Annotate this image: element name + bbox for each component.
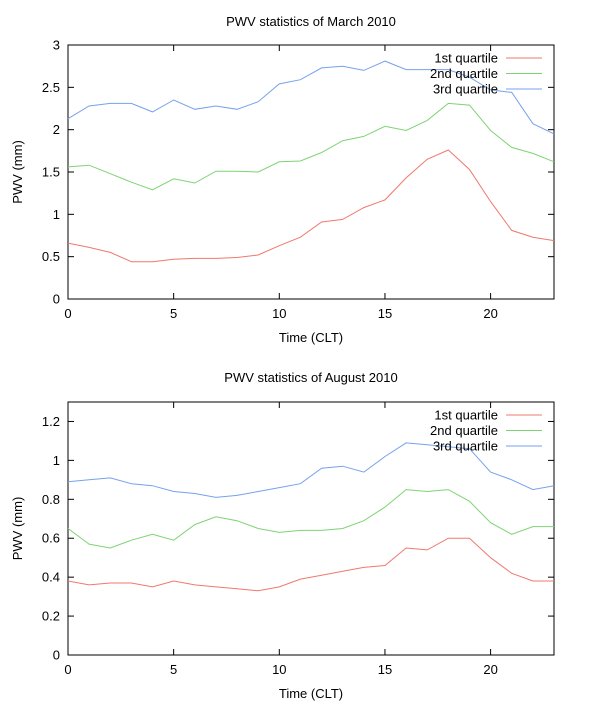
y-tick-label: 0.6 bbox=[42, 531, 60, 546]
x-tick-label: 0 bbox=[64, 662, 71, 677]
y-tick-label: 1 bbox=[53, 207, 60, 222]
series-line-2 bbox=[67, 102, 555, 191]
chart-title: PWV statistics of March 2010 bbox=[226, 14, 396, 29]
series-line-1 bbox=[67, 537, 554, 592]
legend-label: 3rd quartile bbox=[433, 82, 498, 97]
series-line-3 bbox=[67, 442, 555, 498]
y-tick-label: 3 bbox=[53, 38, 60, 53]
y-tick-label: 0.4 bbox=[42, 570, 60, 585]
y-tick-label: 0 bbox=[53, 292, 60, 307]
y-tick-label: 0.2 bbox=[42, 609, 60, 624]
y-tick-label: 0.5 bbox=[42, 249, 60, 264]
chart-panel-2: PWV statistics of August 2010 0 0.2 0.4 0.6 0… bbox=[10, 370, 555, 701]
chart-title: PWV statistics of August 2010 bbox=[224, 370, 397, 385]
x-tick-label: 15 bbox=[378, 662, 392, 677]
x-tick-label: 0 bbox=[64, 306, 71, 321]
x-tick-label: 15 bbox=[378, 306, 392, 321]
legend-label: 2nd quartile bbox=[430, 423, 498, 438]
legend-label: 1st quartile bbox=[434, 51, 498, 66]
legend-label: 3rd quartile bbox=[433, 439, 498, 454]
legend-label: 2nd quartile bbox=[430, 66, 498, 81]
y-tick-label: 0.8 bbox=[42, 492, 60, 507]
legend-label: 1st quartile bbox=[434, 408, 498, 423]
series-line-2 bbox=[67, 489, 554, 549]
x-tick-label: 10 bbox=[272, 306, 286, 321]
y-tick-label: 0 bbox=[53, 648, 60, 663]
y-tick-label: 1.2 bbox=[42, 414, 60, 429]
y-tick-label: 1.5 bbox=[42, 165, 60, 180]
y-tick-label: 1 bbox=[53, 453, 60, 468]
x-tick-label: 10 bbox=[272, 662, 286, 677]
x-tick-label: 20 bbox=[483, 662, 497, 677]
y-axis-label: PWV (mm) bbox=[10, 140, 25, 204]
y-axis-label: PWV (mm) bbox=[10, 497, 25, 561]
chart-panel-1: PWV statistics of March 2010 0 0.5 1 1.5 2 2.5… bbox=[10, 14, 555, 345]
y-tick-label: 2.5 bbox=[42, 80, 60, 95]
x-axis-label: Time (CLT) bbox=[279, 330, 343, 345]
x-tick-label: 5 bbox=[170, 662, 177, 677]
y-tick-label: 2 bbox=[53, 122, 60, 137]
x-axis-label: Time (CLT) bbox=[279, 686, 343, 701]
series-line-1 bbox=[67, 149, 555, 263]
x-tick-label: 5 bbox=[170, 306, 177, 321]
x-tick-label: 20 bbox=[483, 306, 497, 321]
series-line-3 bbox=[67, 60, 555, 135]
